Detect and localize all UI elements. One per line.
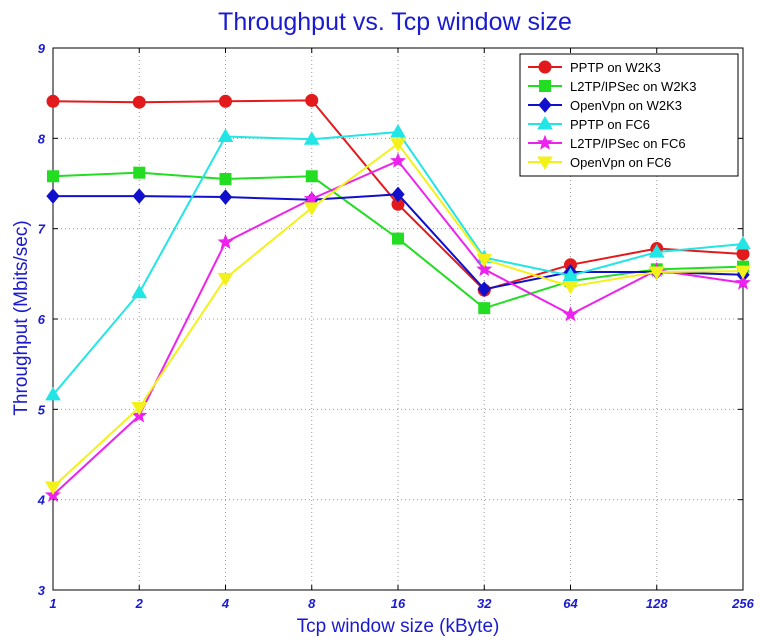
legend-item: L2TP/IPSec on FC6 [528,134,686,151]
y-axis-label: Throughput (Mbits/sec) [11,220,32,415]
data-point [735,265,751,280]
data-point [45,481,61,496]
data-point [648,244,665,258]
legend-item: PPTP on W2K3 [528,60,661,75]
legend-label: L2TP/IPSec on W2K3 [570,79,696,94]
legend-label: PPTP on FC6 [570,117,650,132]
legend-marker [538,97,552,113]
data-point [218,189,233,205]
legend-item: PPTP on FC6 [528,116,650,132]
data-point [736,247,750,261]
legend-marker [537,116,553,130]
data-point [132,188,146,204]
legend-marker [537,156,553,170]
y-tick-label: 8 [38,131,46,146]
legend-marker [537,134,553,150]
data-point [648,266,665,281]
series-lines [45,93,751,502]
legend-marker [538,60,552,74]
x-tick-label: 1 [49,596,56,611]
data-point [132,95,146,109]
x-tick-label: 4 [221,596,230,611]
data-point [478,302,491,315]
data-point [217,128,234,143]
data-point [303,202,320,216]
data-point [303,190,320,206]
data-point [735,236,751,250]
data-point [392,232,404,245]
data-point [131,402,148,416]
data-point [46,94,60,108]
data-point [45,386,61,401]
data-point [476,260,493,277]
axes: 3 4 5 6 7 8 9 1 2 4 8 16 32 64 128 256 [37,41,755,611]
data-point [303,131,320,145]
y-tick-label: 9 [38,41,46,56]
data-point [217,272,234,287]
series-5 [45,138,751,496]
y-tick-label: 5 [38,402,46,417]
y-tick-label: 4 [37,493,46,508]
data-point [305,93,319,107]
data-point [390,152,406,168]
data-point [476,253,493,268]
data-point [47,170,59,183]
data-point [391,186,405,203]
data-point [390,138,406,152]
x-tick-label: 128 [646,596,668,611]
y-tick-label: 3 [38,583,46,598]
data-point [219,172,232,185]
data-point [46,188,60,204]
data-point [305,170,318,183]
legend-item: L2TP/IPSec on W2K3 [528,79,696,94]
data-point [562,267,579,282]
data-point [219,94,232,108]
legend-label: OpenVpn on W2K3 [570,98,682,113]
legend-label: PPTP on W2K3 [570,60,661,75]
x-tick-label: 8 [308,596,316,611]
legend-marker [539,80,551,92]
legend-label: L2TP/IPSec on FC6 [570,136,686,151]
data-point [217,233,234,250]
legend-box [519,53,739,177]
y-tick-label: 6 [38,312,46,327]
x-tick-label: 16 [391,596,406,611]
x-tick-label: 32 [477,596,492,611]
data-point [133,166,146,179]
data-point [735,274,751,290]
x-tick-label: 256 [731,596,754,611]
legend-item: OpenVpn on FC6 [528,155,671,170]
data-point [390,124,406,138]
legend: PPTP on W2K3 L2TP/IPSec on W2K3 OpenVpn on… [519,53,739,177]
x-tick-label: 2 [135,596,144,611]
legend-label: OpenVpn on FC6 [570,155,671,170]
y-tick-label: 7 [38,222,46,237]
legend-item: OpenVpn on W2K3 [528,97,682,113]
chart-title: Throughput vs. Tcp window size [218,8,572,36]
data-point [477,281,491,297]
x-tick-label: 64 [563,596,578,611]
data-point [131,284,148,299]
data-point [562,280,579,295]
data-point [562,306,579,322]
x-axis-label: Tcp window size (kByte) [297,616,500,637]
